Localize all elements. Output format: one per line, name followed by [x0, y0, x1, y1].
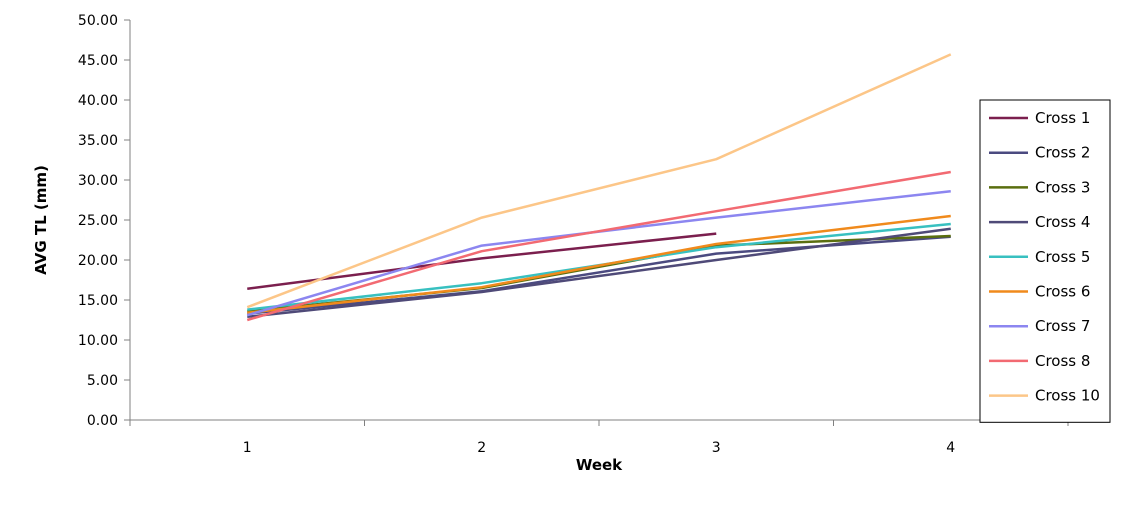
legend-label-cross-4: Cross 4	[1035, 213, 1090, 231]
legend-label-cross-2: Cross 2	[1035, 144, 1090, 162]
legend-label-cross-7: Cross 7	[1035, 317, 1090, 335]
legend-label-cross-5: Cross 5	[1035, 248, 1090, 266]
legend: Cross 1 Cross 2 Cross 3 Cross 4 Cross 5 Cross…	[979, 99, 1111, 423]
y-tick-label: 20.00	[78, 253, 118, 269]
y-axis-title: AVG TL (mm)	[32, 165, 50, 275]
y-tick-label: 40.00	[78, 93, 118, 109]
y-tick-label: 25.00	[78, 213, 118, 229]
y-tick-label: 15.00	[78, 293, 118, 309]
legend-label-cross-1: Cross 1	[1035, 109, 1090, 127]
series-line-cross-10	[246, 53, 952, 309]
x-axis-title: Week	[576, 456, 623, 474]
y-tick-label: 0.00	[87, 413, 118, 429]
series-lines	[246, 53, 952, 322]
series-line-cross-6	[247, 214, 951, 315]
x-tick-label: 2	[477, 440, 486, 456]
legend-label-cross-8: Cross 8	[1035, 352, 1090, 370]
series-line-cross-4	[247, 227, 951, 319]
y-tick-label: 5.00	[87, 373, 118, 389]
x-tick-label: 1	[243, 440, 252, 456]
y-tick-label: 30.00	[78, 173, 118, 189]
y-tick-label: 50.00	[78, 13, 118, 29]
legend-label-cross-6: Cross 6	[1035, 283, 1090, 301]
y-tick-label: 35.00	[78, 133, 118, 149]
x-tick-label: 4	[946, 440, 955, 456]
y-tick-label: 10.00	[78, 333, 118, 349]
series-line-cross-8	[246, 170, 951, 322]
x-tick-label: 3	[712, 440, 721, 456]
y-tick-label: 45.00	[78, 53, 118, 69]
legend-label-cross-3: Cross 3	[1035, 178, 1090, 196]
legend-label-cross-10: Cross 10	[1035, 387, 1100, 405]
axes: 0.00 5.00 10.00 15.00 20.00 25.00 30.00 35.00 40…	[78, 13, 1069, 456]
